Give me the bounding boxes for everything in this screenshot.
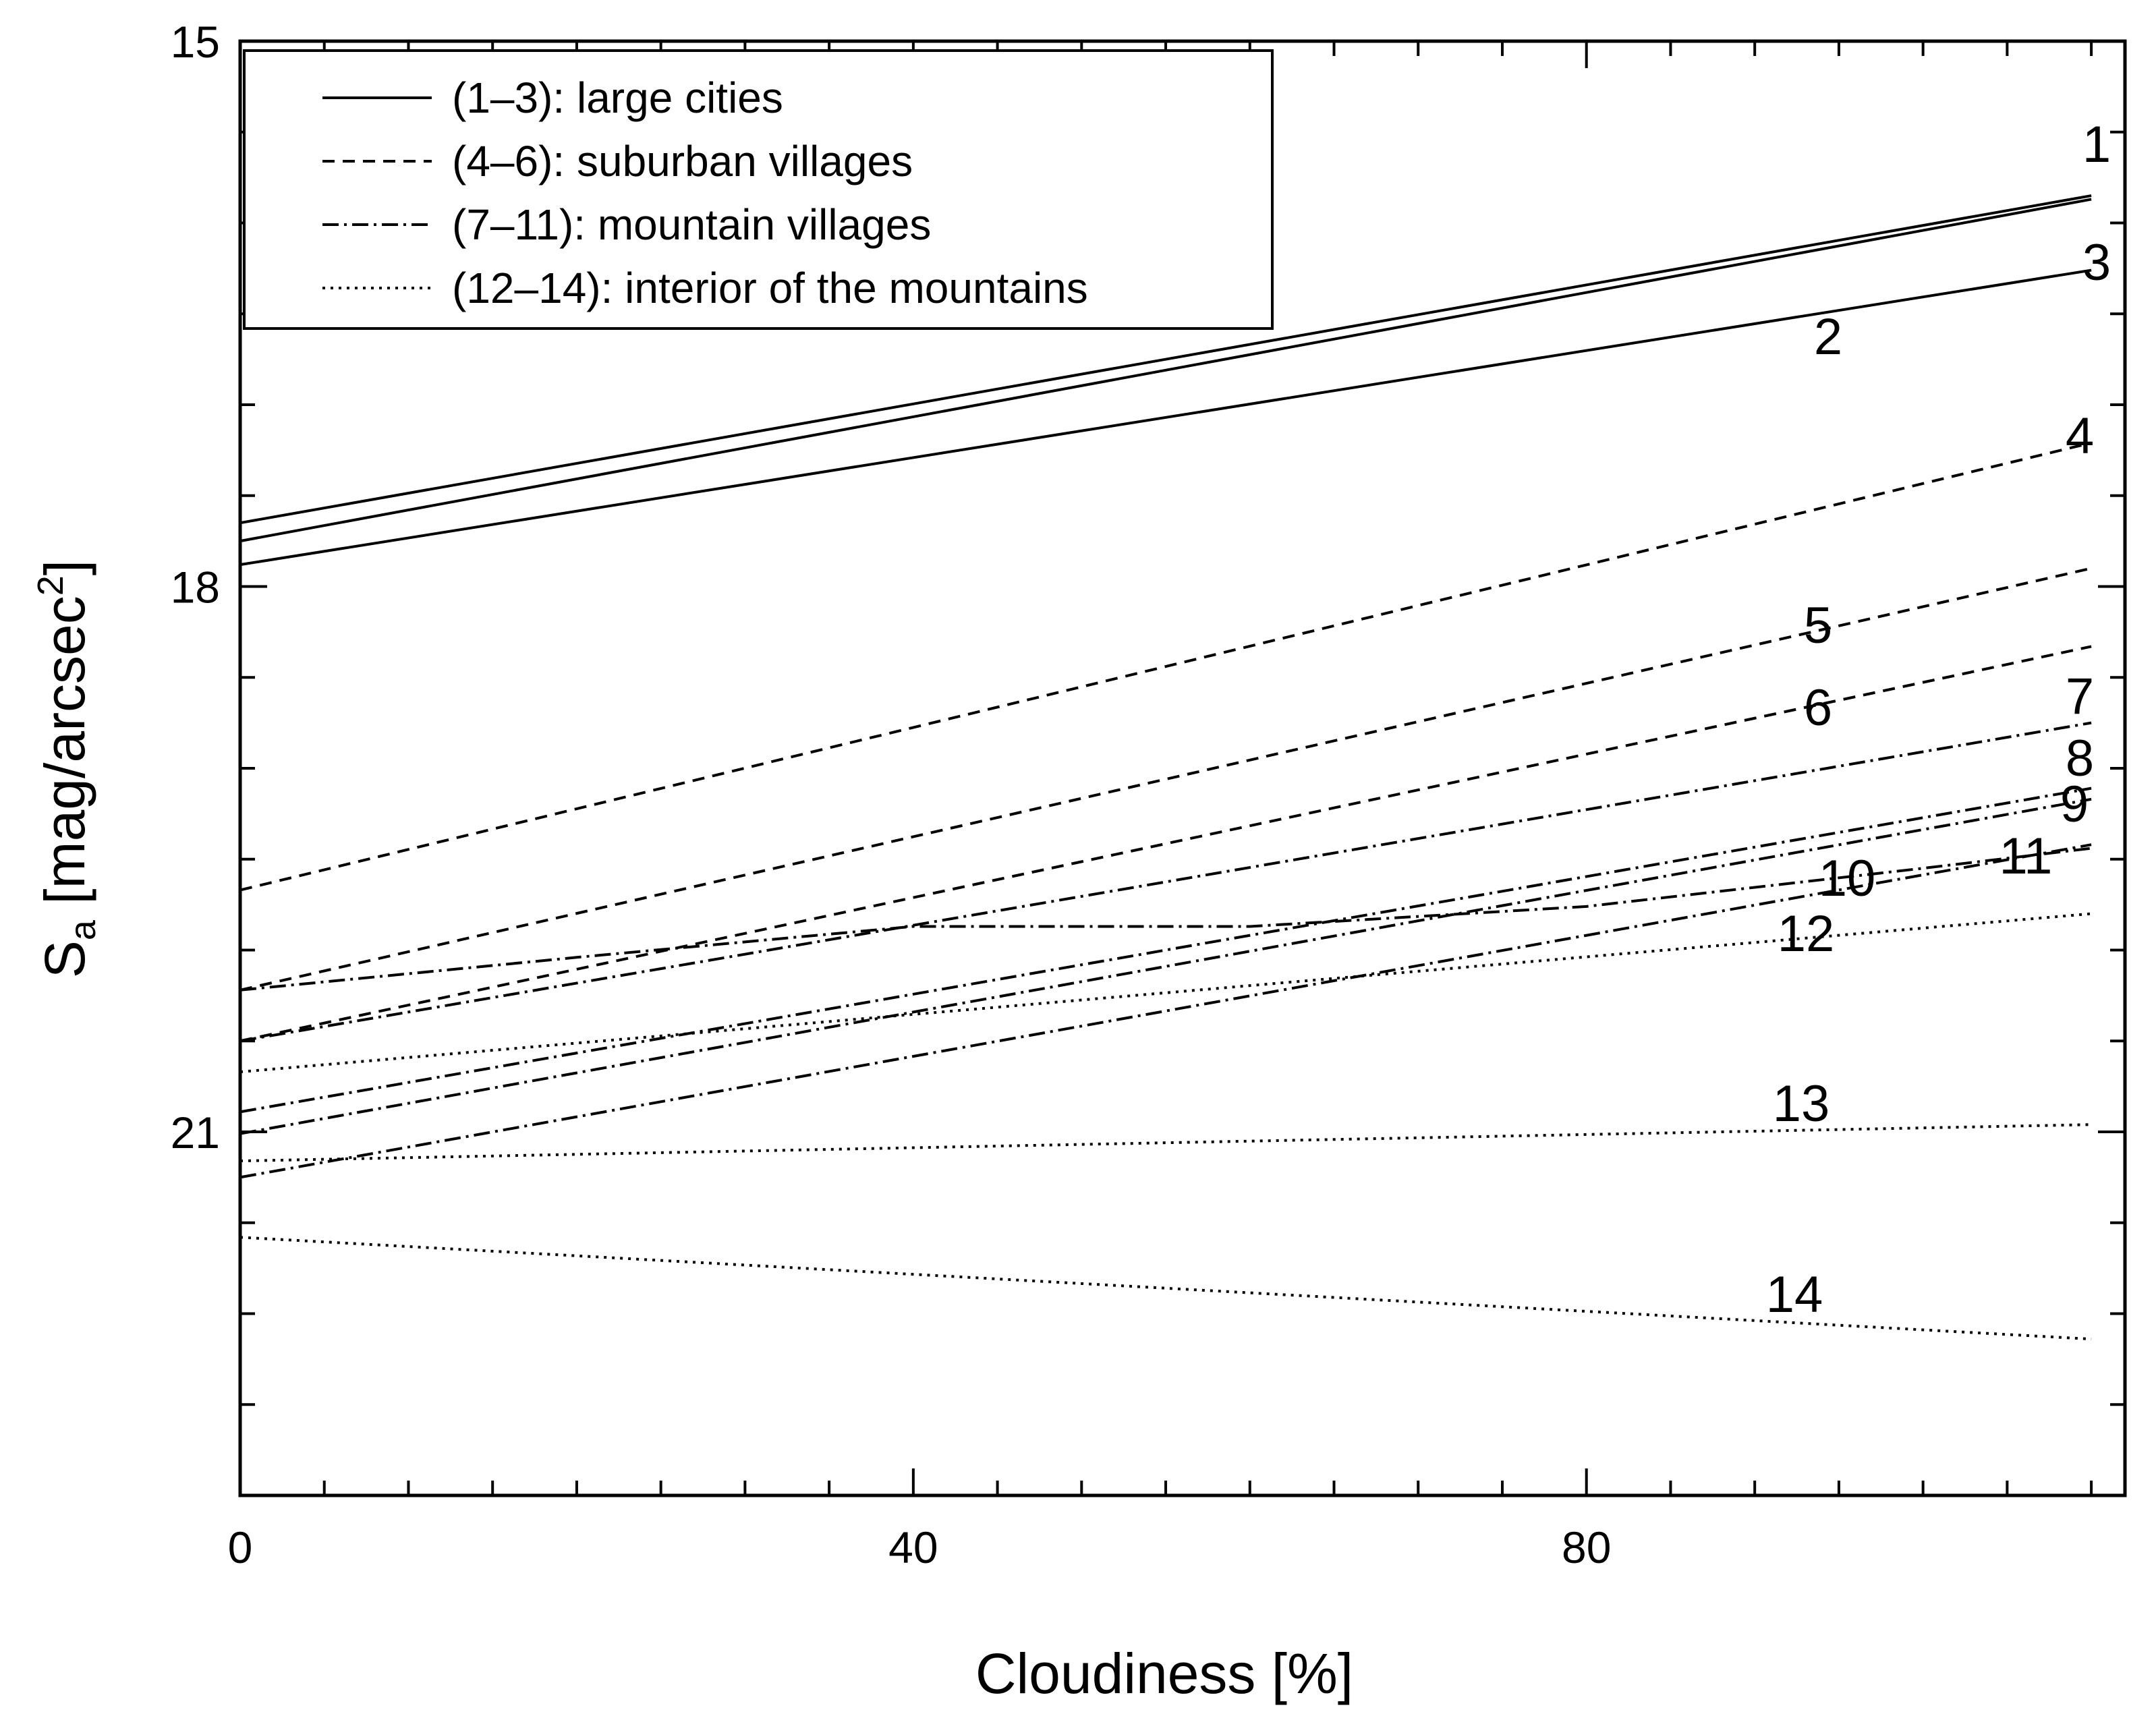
y-axis-title: Sa [mag/arcsec2] [30, 560, 103, 978]
curve-label-1: 1 [2082, 116, 2111, 173]
y-tick-label: 21 [171, 1108, 220, 1157]
series-line-11 [239, 843, 2092, 1179]
curve-label-2: 2 [1814, 308, 1842, 366]
curve-label-3: 3 [2082, 234, 2111, 291]
y-axis-title-sub: a [63, 919, 103, 940]
curve-label-6: 6 [1804, 679, 1832, 737]
curve-label-7: 7 [2066, 668, 2094, 725]
y-axis-title-main: S [33, 940, 96, 978]
legend-label: (1–3): large cities [452, 74, 783, 122]
x-tick-label: 40 [888, 1522, 938, 1572]
y-axis-title-sup: 2 [30, 575, 71, 596]
series-line-3 [239, 268, 2092, 567]
y-tick-label: 15 [171, 17, 220, 67]
curve-label-10: 10 [1819, 850, 1876, 907]
series-lines [239, 194, 2092, 1341]
series-line-1 [239, 194, 2092, 525]
legend-label: (7–11): mountain villages [452, 200, 931, 249]
series-line-10 [239, 847, 2092, 992]
y-axis-title-unit: [mag/arcsec [33, 596, 96, 920]
series-line-13 [239, 1123, 2092, 1163]
series-line-12 [239, 912, 2092, 1074]
series-line-2 [239, 198, 2092, 543]
series-line-14 [239, 1236, 2092, 1341]
y-tick-label: 18 [171, 563, 220, 612]
y-axis-title-suffix: ] [33, 560, 96, 575]
curve-label-4: 4 [2066, 407, 2094, 465]
curve-label-5: 5 [1804, 597, 1832, 654]
plot-frame [238, 39, 2127, 1497]
curve-label-14: 14 [1766, 1266, 1823, 1323]
tick-labels: 0 40 80 15 18 21 [171, 17, 1612, 1572]
series-line-8 [239, 786, 2092, 1114]
series-line-9 [239, 797, 2092, 1135]
series-line-4 [239, 441, 2092, 892]
curve-label-13: 13 [1773, 1075, 1830, 1133]
series-line-7 [239, 721, 2092, 1043]
series-line-6 [239, 645, 2092, 1043]
legend-label: (12–14): interior of the mountains [452, 264, 1088, 312]
x-axis-title: Cloudiness [%] [975, 1642, 1353, 1705]
legend: (1–3): large cities (4–6): suburban villa… [243, 49, 1274, 330]
curve-label-8: 8 [2066, 730, 2094, 787]
curve-label-12: 12 [1778, 905, 1835, 963]
curve-label-9: 9 [2060, 776, 2089, 833]
legend-label: (4–6): suburban villages [452, 137, 913, 185]
x-tick-label: 80 [1562, 1522, 1611, 1572]
series-line-5 [239, 567, 2092, 992]
curve-label-11: 11 [1999, 828, 2053, 885]
x-tick-label: 0 [228, 1522, 253, 1572]
